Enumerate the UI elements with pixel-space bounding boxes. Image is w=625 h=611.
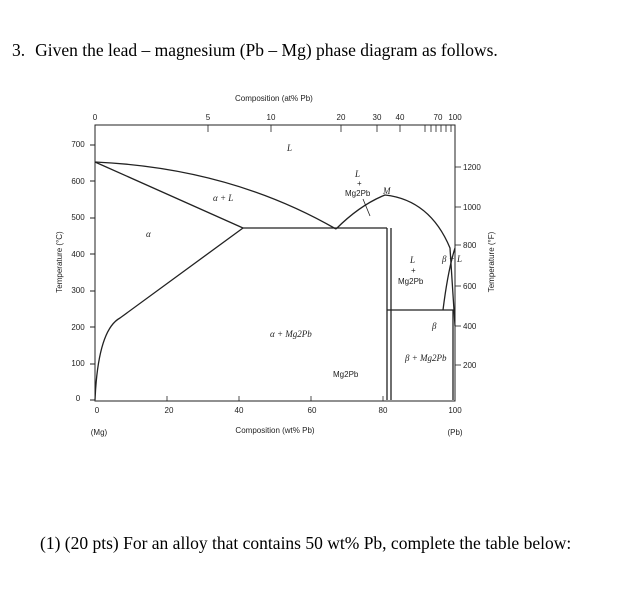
top-tick-0: 0 [93,113,98,122]
top-tick-100: 100 [448,113,462,122]
bottom-end-label-pb: (Pb) [447,428,462,437]
label-point-m: M [382,186,391,196]
top-tick-20: 20 [337,113,346,122]
top-tick-5: 5 [206,113,211,122]
label-alpha-plus-liquid: α + L [213,193,233,203]
question-prompt: 3. Given the lead – magnesium (Pb – Mg) p… [12,40,498,61]
top-tick-40: 40 [396,113,405,122]
subquestion-text: (1) (20 pts) For an alloy that contains … [40,533,572,553]
left-axis [90,144,95,401]
bottom-end-label-mg: (Mg) [91,428,108,437]
label-l-mg2pb-l: L [354,169,360,179]
label-alpha: α [146,229,151,239]
liquidus-mg2pb [335,194,456,327]
right-tick-400: 400 [463,322,477,331]
right-tick-1200: 1200 [463,163,481,172]
label-beta-plus-mg2pb: β + Mg2Pb [404,353,447,363]
top-axis-title: Composition (at% Pb) [235,94,313,103]
label-beta-plus-l: β + L [441,254,462,264]
bottom-tick-marks [166,396,384,401]
right-tick-1000: 1000 [463,203,481,212]
question-number: 3. [12,40,26,60]
left-tick-300: 300 [71,286,85,295]
plot-frame [94,124,456,402]
top-tick-30: 30 [373,113,382,122]
left-tick-200: 200 [71,323,85,332]
label-alpha-plus-mg2pb: α + Mg2Pb [270,329,312,339]
liquidus-left [94,161,337,230]
liquidus-beta [442,247,456,311]
right-tick-600: 600 [463,282,477,291]
label-l-mg2pb-plus: + [357,179,362,188]
question-text: Given the lead – magnesium (Pb – Mg) pha… [35,40,498,60]
left-tick-500: 500 [71,213,85,222]
bottom-tick-60: 60 [308,406,317,415]
solvus-alpha [94,227,244,401]
label-right-l: L [409,255,415,265]
left-axis-title: Temperature (°C) [55,231,64,293]
label-pointer-left [362,198,371,217]
left-tick-700: 700 [71,140,85,149]
bottom-tick-40: 40 [235,406,244,415]
top-tick-10: 10 [267,113,276,122]
bottom-tick-20: 20 [165,406,174,415]
label-mg2pb: Mg2Pb [333,370,359,379]
left-tick-600: 600 [71,177,85,186]
bottom-tick-0: 0 [95,406,100,415]
label-liquid: L [286,143,292,153]
top-tick-70: 70 [434,113,443,122]
phase-boundaries [94,161,456,401]
right-tick-800: 800 [463,241,477,250]
left-tick-0: 0 [76,394,81,403]
solidus-alpha [94,161,244,229]
right-tick-200: 200 [463,361,477,370]
top-tick-marks [207,125,452,132]
left-tick-400: 400 [71,250,85,259]
bottom-axis-title: Composition (wt% Pb) [235,426,314,435]
right-axis [455,166,461,366]
label-right-mg2pb: Mg2Pb [398,277,424,286]
bottom-tick-100: 100 [448,406,462,415]
label-right-plus: + [411,266,416,275]
right-axis-title: Temperature (°F) [487,231,496,292]
label-l-mg2pb-compound: Mg2Pb [345,189,371,198]
left-tick-100: 100 [71,359,85,368]
bottom-tick-80: 80 [379,406,388,415]
label-beta-small: β [431,321,437,331]
